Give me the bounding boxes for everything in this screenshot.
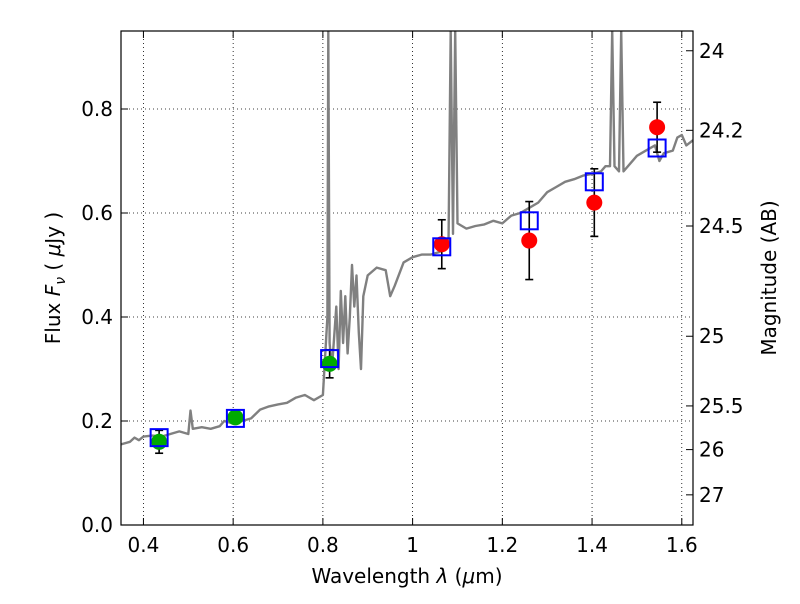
x-tick-label: 0.4 <box>128 533 160 557</box>
model-photometry-box <box>647 138 667 158</box>
photometry-point <box>433 236 450 253</box>
plot-frame <box>120 30 694 526</box>
model-photometry-box <box>519 211 539 231</box>
x-tick-label: 0.6 <box>217 533 249 557</box>
photometry-point <box>586 194 603 211</box>
model-photometry-box <box>584 172 604 192</box>
photometry-point <box>649 119 666 136</box>
grid-lines <box>121 31 693 525</box>
photometry-point <box>151 433 168 450</box>
x-tick-label: 1.6 <box>666 533 698 557</box>
model-photometry-box <box>149 428 169 448</box>
x-tick-label: 1.2 <box>486 533 518 557</box>
y2-tick-label: 25.5 <box>699 394 744 418</box>
x-tick-label: 1.4 <box>576 533 608 557</box>
plot-background <box>121 31 693 525</box>
photometry-point <box>521 232 538 249</box>
y2-tick-label: 27 <box>699 483 724 507</box>
y2-tick-label: 25 <box>699 324 724 348</box>
y-tick-label: 0.2 <box>81 409 113 433</box>
x-axis-title: Wavelength λ (μm) <box>311 564 502 588</box>
y2-tick-label: 24 <box>699 39 724 63</box>
y-axis-title: Flux Fν ( μJy ) <box>41 212 69 344</box>
axes-layer: 0.4 0.6 0.8 1 1.2 1.4 1.6 0.0 0.2 0.4 0.6 0.8 24 24.2… <box>81 31 744 557</box>
y2-tick-label: 24.5 <box>699 214 744 238</box>
x-tick-label: 0.8 <box>307 533 339 557</box>
y-tick-label: 0.6 <box>81 201 113 225</box>
y2-tick-label: 24.2 <box>699 118 744 142</box>
model-photometry-box <box>320 349 340 369</box>
y-tick-label: 0.0 <box>81 513 113 537</box>
y-tick-label: 0.4 <box>81 305 113 329</box>
photometry-point <box>321 355 338 372</box>
model-photometry-box <box>225 408 245 428</box>
x-tick-label: 1 <box>406 533 419 557</box>
points-layer <box>149 101 667 455</box>
y-tick-label: 0.8 <box>81 97 113 121</box>
photometry-point <box>227 409 244 426</box>
y2-tick-label: 26 <box>699 438 724 462</box>
y2-axis-title: Magnitude (AB) <box>757 200 781 355</box>
model-photometry-box <box>432 237 452 257</box>
